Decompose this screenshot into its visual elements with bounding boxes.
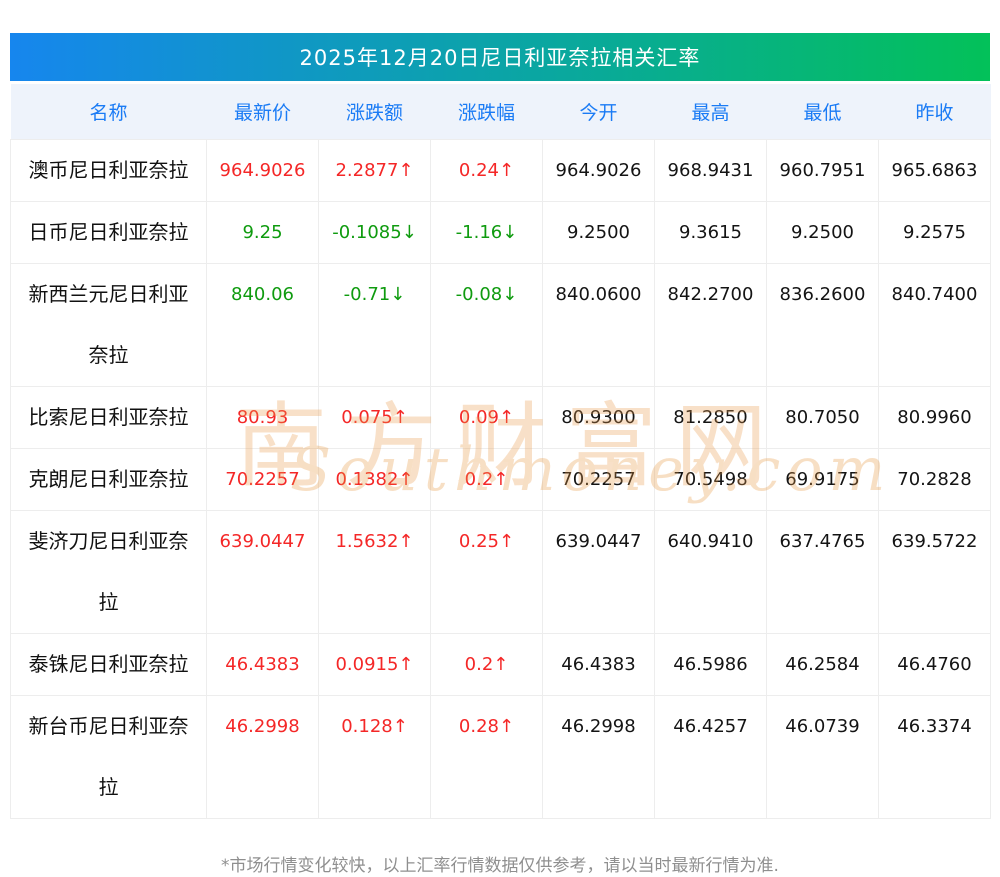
change-percent: 0.25↑ <box>430 509 543 634</box>
change-amount: 1.5632↑ <box>318 509 431 634</box>
table-row: 斐济刀尼日利亚奈拉 639.0447 1.5632↑ 0.25↑ 639.044… <box>10 509 991 634</box>
currency-pair-name: 新西兰元尼日利亚奈拉 <box>10 262 207 387</box>
currency-pair-name: 斐济刀尼日利亚奈拉 <box>10 509 207 634</box>
latest-price: 46.4383 <box>206 632 319 696</box>
change-amount: 0.075↑ <box>318 385 431 449</box>
change-amount: 0.128↑ <box>318 694 431 819</box>
change-amount: -0.71↓ <box>318 262 431 387</box>
currency-pair-name: 日币尼日利亚奈拉 <box>10 200 207 264</box>
column-header-high: 最高 <box>654 84 767 139</box>
column-header-change: 涨跌额 <box>318 84 431 139</box>
table-row: 泰铢尼日利亚奈拉 46.4383 0.0915↑ 0.2↑ 46.4383 46… <box>10 632 991 696</box>
change-percent: 0.28↑ <box>430 694 543 819</box>
table-row: 新西兰元尼日利亚奈拉 840.06 -0.71↓ -0.08↓ 840.0600… <box>10 262 991 387</box>
currency-pair-name: 比索尼日利亚奈拉 <box>10 385 207 449</box>
change-percent: -1.16↓ <box>430 200 543 264</box>
prev-close-price: 840.7400 <box>878 262 991 387</box>
high-price: 70.5498 <box>654 447 767 511</box>
currency-pair-name: 澳币尼日利亚奈拉 <box>10 138 207 202</box>
exchange-rates-table: 名称 最新价 涨跌额 涨跌幅 今开 最高 最低 昨收 澳币尼日利亚奈拉 964.… <box>10 84 991 819</box>
latest-price: 9.25 <box>206 200 319 264</box>
low-price: 9.2500 <box>766 200 879 264</box>
open-price: 639.0447 <box>542 509 655 634</box>
change-percent: -0.08↓ <box>430 262 543 387</box>
open-price: 9.2500 <box>542 200 655 264</box>
table-row: 澳币尼日利亚奈拉 964.9026 2.2877↑ 0.24↑ 964.9026… <box>10 138 991 202</box>
currency-pair-name: 泰铢尼日利亚奈拉 <box>10 632 207 696</box>
high-price: 46.4257 <box>654 694 767 819</box>
change-percent: 0.24↑ <box>430 138 543 202</box>
latest-price: 964.9026 <box>206 138 319 202</box>
open-price: 964.9026 <box>542 138 655 202</box>
prev-close-price: 80.9960 <box>878 385 991 449</box>
table-row: 日币尼日利亚奈拉 9.25 -0.1085↓ -1.16↓ 9.2500 9.3… <box>10 200 991 264</box>
high-price: 46.5986 <box>654 632 767 696</box>
change-percent: 0.2↑ <box>430 447 543 511</box>
low-price: 960.7951 <box>766 138 879 202</box>
high-price: 968.9431 <box>654 138 767 202</box>
low-price: 637.4765 <box>766 509 879 634</box>
currency-pair-name: 克朗尼日利亚奈拉 <box>10 447 207 511</box>
column-header-prev: 昨收 <box>878 84 991 139</box>
latest-price: 840.06 <box>206 262 319 387</box>
open-price: 46.2998 <box>542 694 655 819</box>
open-price: 80.9300 <box>542 385 655 449</box>
high-price: 842.2700 <box>654 262 767 387</box>
change-percent: 0.2↑ <box>430 632 543 696</box>
open-price: 840.0600 <box>542 262 655 387</box>
disclaimer-note: *市场行情变化较快，以上汇率行情数据仅供参考，请以当时最新行情为准. <box>221 855 779 876</box>
table-row: 克朗尼日利亚奈拉 70.2257 0.1382↑ 0.2↑ 70.2257 70… <box>10 447 991 511</box>
open-price: 46.4383 <box>542 632 655 696</box>
latest-price: 80.93 <box>206 385 319 449</box>
low-price: 46.0739 <box>766 694 879 819</box>
prev-close-price: 639.5722 <box>878 509 991 634</box>
page-title: 2025年12月20日尼日利亚奈拉相关汇率 <box>299 46 701 70</box>
column-header-open: 今开 <box>542 84 655 139</box>
prev-close-price: 965.6863 <box>878 138 991 202</box>
high-price: 81.2850 <box>654 385 767 449</box>
low-price: 69.9175 <box>766 447 879 511</box>
latest-price: 70.2257 <box>206 447 319 511</box>
high-price: 9.3615 <box>654 200 767 264</box>
change-percent: 0.09↑ <box>430 385 543 449</box>
table-row: 新台币尼日利亚奈拉 46.2998 0.128↑ 0.28↑ 46.2998 4… <box>10 694 991 819</box>
low-price: 80.7050 <box>766 385 879 449</box>
change-amount: 0.0915↑ <box>318 632 431 696</box>
column-header-name: 名称 <box>10 84 207 139</box>
change-amount: 2.2877↑ <box>318 138 431 202</box>
prev-close-price: 70.2828 <box>878 447 991 511</box>
table-row: 比索尼日利亚奈拉 80.93 0.075↑ 0.09↑ 80.9300 81.2… <box>10 385 991 449</box>
change-amount: -0.1085↓ <box>318 200 431 264</box>
currency-pair-name: 新台币尼日利亚奈拉 <box>10 694 207 819</box>
table-header-row: 名称 最新价 涨跌额 涨跌幅 今开 最高 最低 昨收 <box>10 84 991 139</box>
change-amount: 0.1382↑ <box>318 447 431 511</box>
prev-close-price: 9.2575 <box>878 200 991 264</box>
prev-close-price: 46.4760 <box>878 632 991 696</box>
high-price: 640.9410 <box>654 509 767 634</box>
low-price: 836.2600 <box>766 262 879 387</box>
low-price: 46.2584 <box>766 632 879 696</box>
table-title-bar: 2025年12月20日尼日利亚奈拉相关汇率 <box>10 33 990 81</box>
open-price: 70.2257 <box>542 447 655 511</box>
column-header-latest: 最新价 <box>206 84 319 139</box>
latest-price: 639.0447 <box>206 509 319 634</box>
column-header-pct: 涨跌幅 <box>430 84 543 139</box>
latest-price: 46.2998 <box>206 694 319 819</box>
prev-close-price: 46.3374 <box>878 694 991 819</box>
column-header-low: 最低 <box>766 84 879 139</box>
